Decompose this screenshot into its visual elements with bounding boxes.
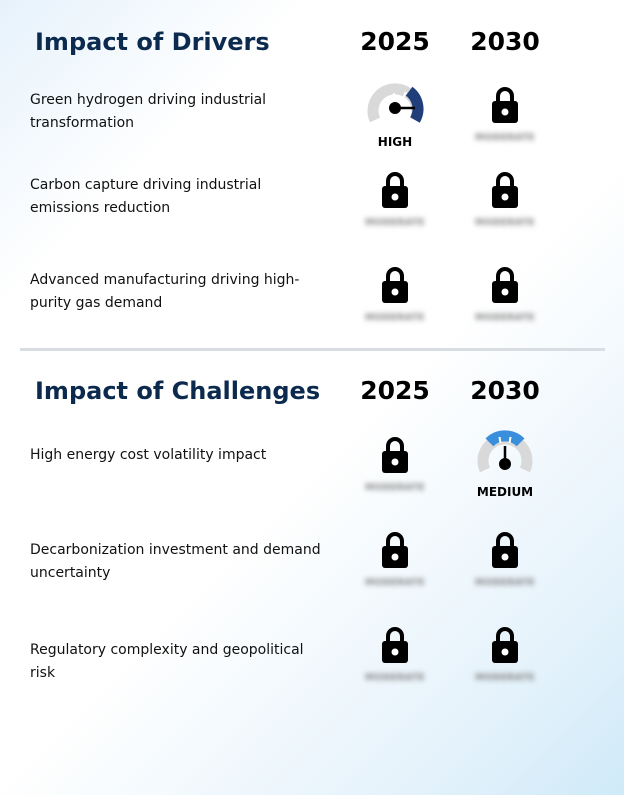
hidden-rating: MODERATE xyxy=(365,673,425,683)
challenge-label-1: High energy cost volatility impact xyxy=(30,447,267,463)
lock-icon xyxy=(382,172,408,208)
lock-icon xyxy=(382,267,408,303)
drivers-title: Impact of Drivers xyxy=(35,28,270,56)
lock-icon xyxy=(492,172,518,208)
challenges-year-2025: 2025 xyxy=(360,376,430,405)
driver-label-2: Carbon capture driving industrial emissi… xyxy=(30,177,262,216)
gauge-level-label: MEDIUM xyxy=(476,485,534,499)
challenges-title: Impact of Challenges xyxy=(35,377,321,405)
challenge-label-2: Decarbonization investment and demand un… xyxy=(30,542,321,581)
lock-icon xyxy=(492,532,518,568)
lock-icon xyxy=(492,87,518,123)
lock-icon xyxy=(492,267,518,303)
drivers-year-2030: 2030 xyxy=(470,27,540,56)
gauge-level-label: HIGH xyxy=(377,135,413,149)
hidden-rating: MODERATE xyxy=(365,218,425,228)
gauge-medium-icon xyxy=(477,430,533,473)
gauge-high-icon xyxy=(367,83,424,123)
drivers-year-2025: 2025 xyxy=(360,27,430,56)
lock-icon xyxy=(382,532,408,568)
challenge-label-3: Regulatory complexity and geopolitical r… xyxy=(30,642,304,681)
lock-icon xyxy=(382,627,408,663)
lock-icon xyxy=(382,437,408,473)
driver-label-1: Green hydrogen driving industrial transf… xyxy=(30,92,267,131)
hidden-rating: MODERATE xyxy=(475,578,535,588)
lock-icon xyxy=(492,627,518,663)
hidden-rating: MODERATE xyxy=(365,483,425,493)
hidden-rating: MODERATE xyxy=(475,313,535,323)
hidden-rating: MODERATE xyxy=(475,218,535,228)
hidden-rating: MODERATE xyxy=(365,313,425,323)
challenges-year-2030: 2030 xyxy=(470,376,540,405)
hidden-rating: MODERATE xyxy=(475,673,535,683)
section-divider xyxy=(20,348,605,351)
hidden-rating: MODERATE xyxy=(365,578,425,588)
hidden-rating: MODERATE xyxy=(475,133,535,143)
driver-label-3: Advanced manufacturing driving high-puri… xyxy=(30,272,300,311)
